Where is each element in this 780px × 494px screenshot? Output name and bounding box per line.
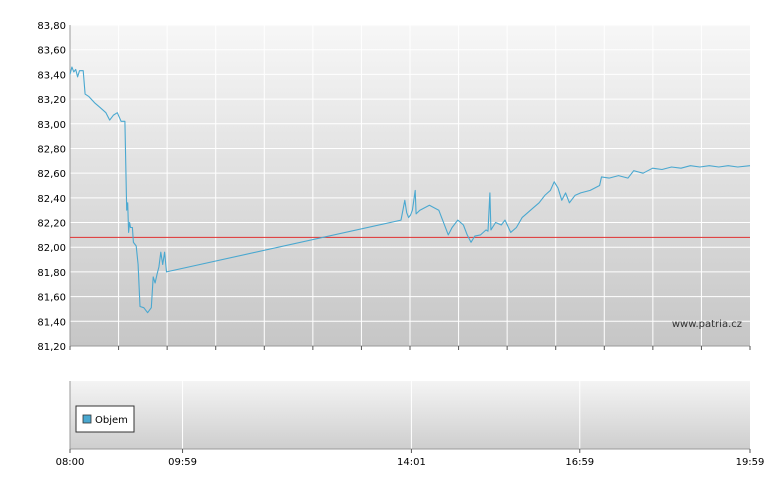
legend-swatch [82, 414, 92, 424]
price-y-tick-label: 81,60 [37, 293, 66, 304]
legend-label: Objem [95, 415, 128, 426]
price-y-tick-label: 81,80 [37, 268, 66, 279]
price-y-tick-label: 83,00 [37, 120, 66, 131]
price-panel: 81,20 81,40 81,60 81,80 82,00 82,20 82,40 82,60… [37, 21, 751, 353]
x-tick-label: 09:59 [168, 457, 197, 468]
x-tick-label: 19:59 [736, 457, 765, 468]
volume-plot-background [70, 381, 750, 449]
x-tick-label: 08:00 [56, 457, 85, 468]
price-series-line [69, 66, 751, 314]
price-x-tick-marks [69, 346, 751, 350]
price-y-tick-label: 81,20 [37, 342, 66, 353]
volume-vertical-grid [182, 381, 581, 449]
price-y-tick-label: 82,60 [37, 169, 66, 180]
price-y-tick-label: 83,60 [37, 46, 66, 57]
volume-panel: 08:00 09:59 14:01 16:59 19:59 Objem [56, 381, 765, 468]
price-y-tick-label: 83,40 [37, 70, 66, 81]
volume-x-tick-marks [69, 449, 751, 453]
x-tick-label: 16:59 [565, 457, 594, 468]
price-y-tick-label: 82,00 [37, 243, 66, 254]
price-y-tick-label: 81,40 [37, 317, 66, 328]
price-y-tick-label: 82,20 [37, 219, 66, 230]
price-y-tick-label: 82,40 [37, 194, 66, 205]
watermark-text: www.patria.cz [672, 319, 742, 330]
legend: Objem [75, 405, 135, 433]
price-y-tick-label: 83,80 [37, 21, 66, 32]
price-vertical-grid [118, 25, 702, 346]
price-y-tick-label: 82,80 [37, 144, 66, 155]
price-y-tick-labels: 81,20 81,40 81,60 81,80 82,00 82,20 82,40 82,60… [37, 21, 66, 353]
price-y-tick-label: 83,20 [37, 95, 66, 106]
x-tick-labels: 08:00 09:59 14:01 16:59 19:59 [56, 457, 765, 468]
x-tick-label: 14:01 [397, 457, 426, 468]
